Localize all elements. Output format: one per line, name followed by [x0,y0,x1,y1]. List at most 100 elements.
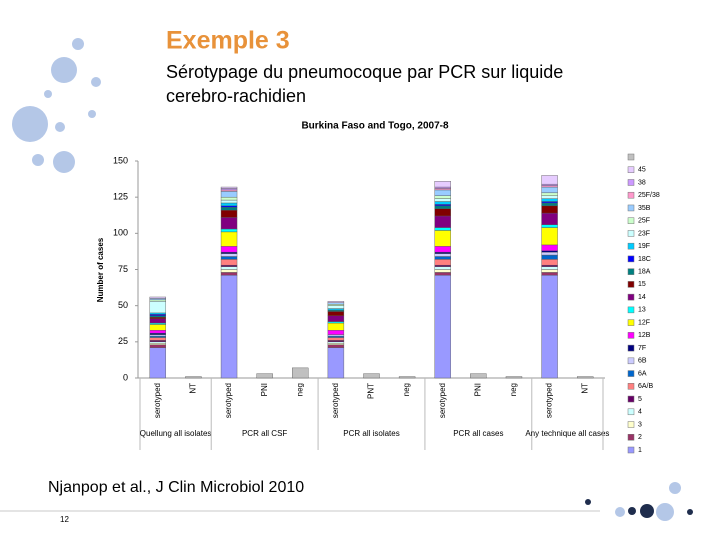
legend-swatch [627,357,635,365]
bar-segment [398,376,416,379]
chart-title: Burkina Faso and Togo, 2007-8 [301,121,449,132]
bar-segment [434,198,451,202]
bar-segment [434,195,451,199]
bar-segment [149,296,167,299]
bar-segment [541,269,558,273]
x-tick-label: serotyped [224,383,233,418]
bar-segment [149,301,167,314]
bar-segment [434,266,451,270]
bar-segment [434,215,451,228]
bar-segment [363,373,380,379]
bar-segment [327,341,345,344]
bar-segment [541,227,558,246]
legend-label: 6A/B [638,383,654,390]
x-tick-label: serotyped [438,383,447,418]
bar-segment [434,181,451,188]
legend-label: 25F/38 [638,192,660,199]
legend-label: 13 [638,307,646,314]
bar-segment [220,231,238,247]
legend-swatch [627,434,635,441]
bar-segment [541,212,558,225]
bar-segment [149,299,167,302]
bar-segment [541,185,558,188]
bar-segment [149,332,167,335]
legend-swatch [627,319,635,326]
bar-segment [434,272,451,276]
bar-segment [327,301,345,303]
bar-segment [220,191,238,198]
x-tick-label: NT [580,383,589,394]
bar-segment [541,275,558,379]
bar-segment [220,272,238,276]
bar-segment [149,314,167,316]
legend-swatch [627,230,635,237]
legend-label: 5 [638,396,642,403]
bar-segment [327,315,345,322]
bar-segment [434,230,451,247]
bar-segment [434,189,451,196]
bar-segment [327,302,345,305]
bar-segment [327,311,345,316]
bar-segment [149,347,167,379]
bar-segment [541,205,558,214]
bar-segment [434,269,451,273]
bar-segment [220,269,238,273]
page-number: 12 [60,515,69,524]
y-tick-label: 25 [118,336,128,346]
y-tick-label: 0 [123,372,128,382]
legend-swatch [627,217,635,224]
slide-title: Exemple 3 [166,27,290,55]
bar-segment [434,264,451,267]
bar-segment [327,321,345,324]
bar-segment [220,264,238,267]
bar-segment [220,207,238,211]
bar-segment [470,373,487,379]
bar-segment [149,344,167,348]
bar-segment [149,318,167,324]
legend-label: 2 [638,434,642,441]
bar-segment [327,322,345,331]
legend-swatch [627,383,635,390]
bar-segment [434,186,451,189]
bar-segment [541,183,558,186]
bar-segment [541,186,558,194]
legend-label: 35B [638,205,651,212]
y-tick-label: 50 [118,300,128,310]
group-label: Quellung all isolates [140,429,212,438]
y-tick-label: 100 [113,228,128,238]
group-label: PCR all CSF [242,429,287,438]
bar-segment [541,224,558,228]
bar-segment [541,198,558,202]
bar-segment [220,217,238,230]
bar-segment [256,373,273,379]
bar-segment [327,337,345,341]
legend-swatch [627,370,635,377]
legend-swatch [627,281,635,288]
bar-segment [220,251,238,254]
bar-segment [220,205,238,208]
legend-label: 12B [638,332,651,339]
bar-segment [149,335,167,338]
legend-swatch [627,408,635,416]
bar-segment [505,376,523,379]
slide-subtitle: Sérotypage du pneumocoque par PCR sur li… [166,62,564,106]
bar-segment [541,244,558,251]
bar-segment [220,228,238,233]
x-tick-label: PNI [473,383,482,396]
bar-segment [149,337,167,341]
legend-swatch [627,204,635,212]
bar-segment [541,272,558,276]
bar-segment [327,305,345,309]
bar-segment [149,334,167,337]
bar-segment [576,376,594,379]
bar-segment [434,204,451,207]
legend-label: 18A [638,268,651,275]
legend-label: 45 [638,167,646,174]
legend-label: 6A [638,370,647,377]
legend-label: 19F [638,243,650,250]
legend-swatch [627,344,635,352]
bar-segment [220,275,238,379]
y-tick-label: 75 [118,264,128,274]
